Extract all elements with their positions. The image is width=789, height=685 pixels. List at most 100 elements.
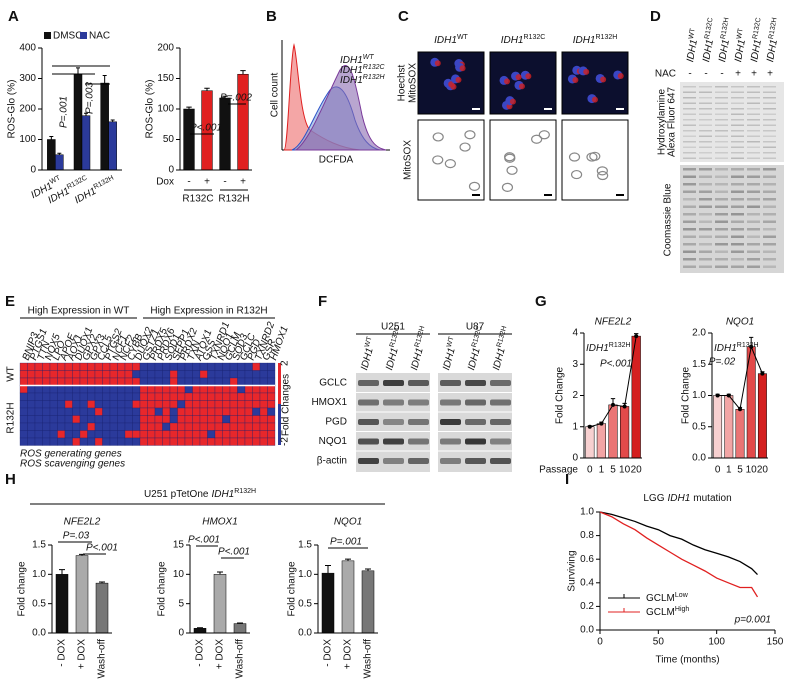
treatment-mark: + (767, 69, 773, 80)
heatmap-cell (214, 370, 223, 379)
row-label: MitoSOX (403, 140, 414, 180)
heatmap-cell (64, 437, 73, 446)
band (699, 168, 712, 171)
y-tick-label: 300 (19, 73, 36, 84)
heatmap-cell (34, 407, 43, 416)
y-tick-label: 1.0 (580, 507, 594, 518)
panel-title-part: U251 pTetOne (144, 489, 209, 500)
y-axis-label: ROS-Glo (%) (7, 80, 18, 139)
heatmap-cell (192, 377, 201, 386)
band (731, 175, 744, 178)
y-axis-label: Surviving (567, 550, 578, 591)
band (715, 141, 728, 143)
heatmap-cell (237, 370, 246, 379)
band (731, 168, 744, 171)
cell (432, 132, 444, 142)
heatmap-cell (64, 385, 73, 394)
lane-label: IDH1R132H (764, 17, 784, 63)
column-title: IDH1R132C (501, 34, 546, 46)
heatmap-cell (87, 422, 96, 431)
heatmap-cell (34, 385, 43, 394)
heatmap-cell (252, 407, 261, 416)
band (683, 91, 696, 93)
heatmap-cell (237, 407, 246, 416)
heatmap-cell (19, 370, 28, 379)
band (683, 228, 696, 231)
column-title-part: IDH1 (501, 35, 524, 46)
heatmap-cell (244, 430, 253, 439)
heatmap-cell (184, 407, 193, 416)
heatmap-cell (117, 422, 126, 431)
y-tick-label: 200 (19, 104, 36, 115)
heatmap-cell (267, 385, 276, 394)
heatmap-cell (132, 407, 141, 416)
y-tick-label: 0.2 (580, 601, 594, 612)
chart-subtitle-part: R132H (737, 342, 759, 349)
heatmap-cell (259, 392, 268, 401)
error-bar (345, 558, 351, 561)
band (408, 438, 429, 445)
y-tick-label: 10 (173, 569, 185, 580)
heatmap-cell (199, 385, 208, 394)
bar (73, 73, 83, 171)
heatmap-cell (192, 437, 201, 446)
heatmap-cell (267, 437, 276, 446)
heatmap-cell (147, 385, 156, 394)
heatmap-cell (72, 362, 81, 371)
bar (237, 73, 249, 171)
band (731, 97, 744, 99)
heatmap-cell (64, 430, 73, 439)
band (715, 243, 728, 246)
band (763, 228, 776, 231)
heatmap-cell (87, 407, 96, 416)
y-tick-label: 0 (572, 453, 578, 464)
band (763, 190, 776, 193)
heatmap-cell (87, 392, 96, 401)
heatmap-cell (214, 362, 223, 371)
treatment-mark: - (720, 69, 723, 80)
heatmap-cell (102, 370, 111, 379)
panel-title-part: R132H (234, 488, 256, 495)
band (747, 220, 760, 223)
heatmap-cell (267, 370, 276, 379)
heatmap-cell (42, 400, 51, 409)
heatmap-cell (49, 437, 58, 446)
band (699, 108, 712, 110)
heatmap-cell (27, 415, 36, 424)
lane-label-part: IDH1 (685, 39, 700, 63)
heatmap-cell (64, 362, 73, 371)
x-axis-label: Passage (539, 465, 578, 476)
heatmap-cell (79, 392, 88, 401)
y-tick-label: 0 (30, 165, 36, 176)
heatmap-cell (252, 437, 261, 446)
band (408, 380, 429, 386)
band (699, 157, 712, 159)
band (747, 86, 760, 88)
x-tick-label: + (204, 177, 210, 188)
band (731, 157, 744, 159)
trend-point (760, 371, 765, 376)
band (747, 157, 760, 159)
heatmap-cell (169, 362, 178, 371)
heatmap-cell (244, 400, 253, 409)
heatmap-cell (102, 430, 111, 439)
error-bar (204, 87, 210, 91)
column-title-part: WT (457, 34, 469, 41)
x-tick-label: - (187, 177, 190, 188)
heatmap-cell (207, 370, 216, 379)
column-title-part: R132H (596, 34, 618, 41)
band (731, 258, 744, 261)
band (683, 141, 696, 143)
y-tick-label: 0.5 (692, 421, 706, 432)
colorbar-label: -2 (280, 437, 291, 446)
group-header: High Expression in WT (28, 306, 130, 317)
heatmap-cell (57, 407, 66, 416)
heatmap-cell (199, 430, 208, 439)
heatmap-cell (64, 370, 73, 379)
heatmap-cell (199, 370, 208, 379)
band (747, 250, 760, 253)
heatmap-cell (229, 407, 238, 416)
trend-point (715, 393, 720, 398)
bar (585, 426, 595, 459)
heatmap-cell (42, 370, 51, 379)
